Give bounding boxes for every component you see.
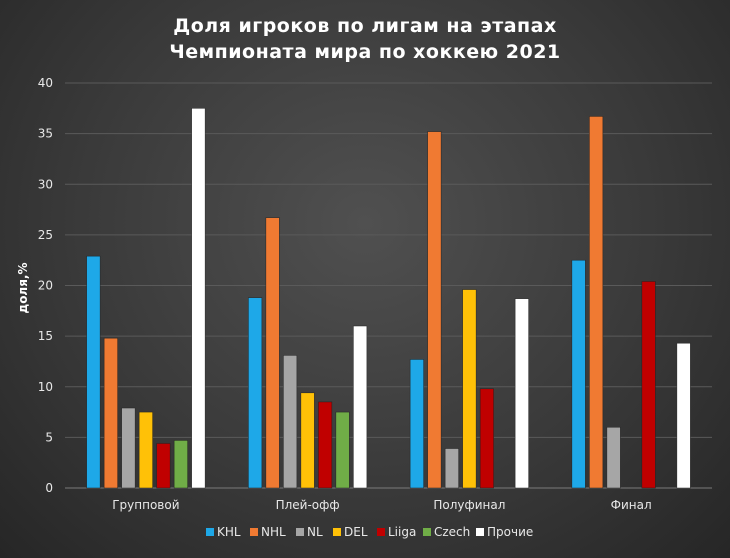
y-tick-label: 30: [38, 177, 53, 191]
legend-swatch-czech: [423, 528, 431, 536]
y-tick-label: 20: [38, 279, 53, 293]
x-category-label: Финал: [611, 498, 652, 512]
y-tick-label: 0: [45, 481, 53, 495]
bar-liiga: [156, 443, 171, 489]
bar-nl: [121, 407, 136, 489]
legend-swatch-прочие: [476, 528, 484, 536]
bar-прочие: [676, 342, 691, 489]
x-category-label: Плей-офф: [276, 498, 340, 512]
bar-liiga: [318, 401, 333, 489]
legend-label: KHL: [217, 525, 241, 539]
bar-khl: [248, 297, 263, 489]
bar-del: [462, 289, 477, 489]
bar-прочие: [191, 108, 206, 489]
y-tick-label: 35: [38, 127, 53, 141]
x-category-label: Групповой: [112, 498, 179, 512]
bar-czech: [335, 411, 350, 489]
bar-nl: [283, 355, 298, 489]
chart-title-line-1: Доля игроков по лигам на этапах: [173, 15, 556, 37]
bar-nhl: [265, 217, 280, 489]
bar-khl: [409, 359, 424, 489]
plot-area: 0 5 10 15 20 25 30 35 40 Групповой Плей-офф Полуфин…: [38, 76, 712, 512]
y-tick-label: 25: [38, 228, 53, 242]
bar-czech: [173, 440, 188, 489]
legend-label: DEL: [344, 525, 368, 539]
legend-swatch-liiga: [377, 528, 385, 536]
chart-title-line-2: Чемпионата мира по хоккею 2021: [169, 41, 560, 63]
bar-liiga: [479, 388, 494, 489]
legend-swatch-khl: [206, 528, 214, 536]
legend-label: NL: [307, 525, 323, 539]
bar-khl: [571, 259, 586, 489]
legend-label: NHL: [261, 525, 286, 539]
y-tick-label: 5: [45, 430, 53, 444]
bar-del: [138, 411, 153, 489]
legend-swatch-del: [333, 528, 341, 536]
y-axis-label: доля,%: [16, 262, 30, 313]
legend-label: Прочие: [487, 525, 533, 539]
legend-swatch-nl: [296, 528, 304, 536]
bar-nhl: [427, 131, 442, 489]
y-tick-label: 10: [38, 380, 53, 394]
bar-прочие: [514, 298, 529, 489]
x-category-label: Полуфинал: [433, 498, 505, 512]
bar-nhl: [103, 337, 118, 489]
y-tick-label: 15: [38, 329, 53, 343]
bar-del: [300, 392, 315, 489]
legend: KHL NHL NL DEL Liiga Czech Прочие: [206, 525, 533, 539]
y-tick-label: 40: [38, 76, 53, 90]
legend-swatch-nhl: [250, 528, 258, 536]
legend-label: Czech: [434, 525, 470, 539]
bar-liiga: [641, 281, 656, 489]
bar-nl: [606, 427, 621, 489]
legend-label: Liiga: [388, 525, 416, 539]
bar-nl: [444, 448, 459, 489]
bar-khl: [86, 255, 101, 489]
bar-nhl: [589, 116, 604, 489]
bar-прочие: [353, 325, 368, 489]
